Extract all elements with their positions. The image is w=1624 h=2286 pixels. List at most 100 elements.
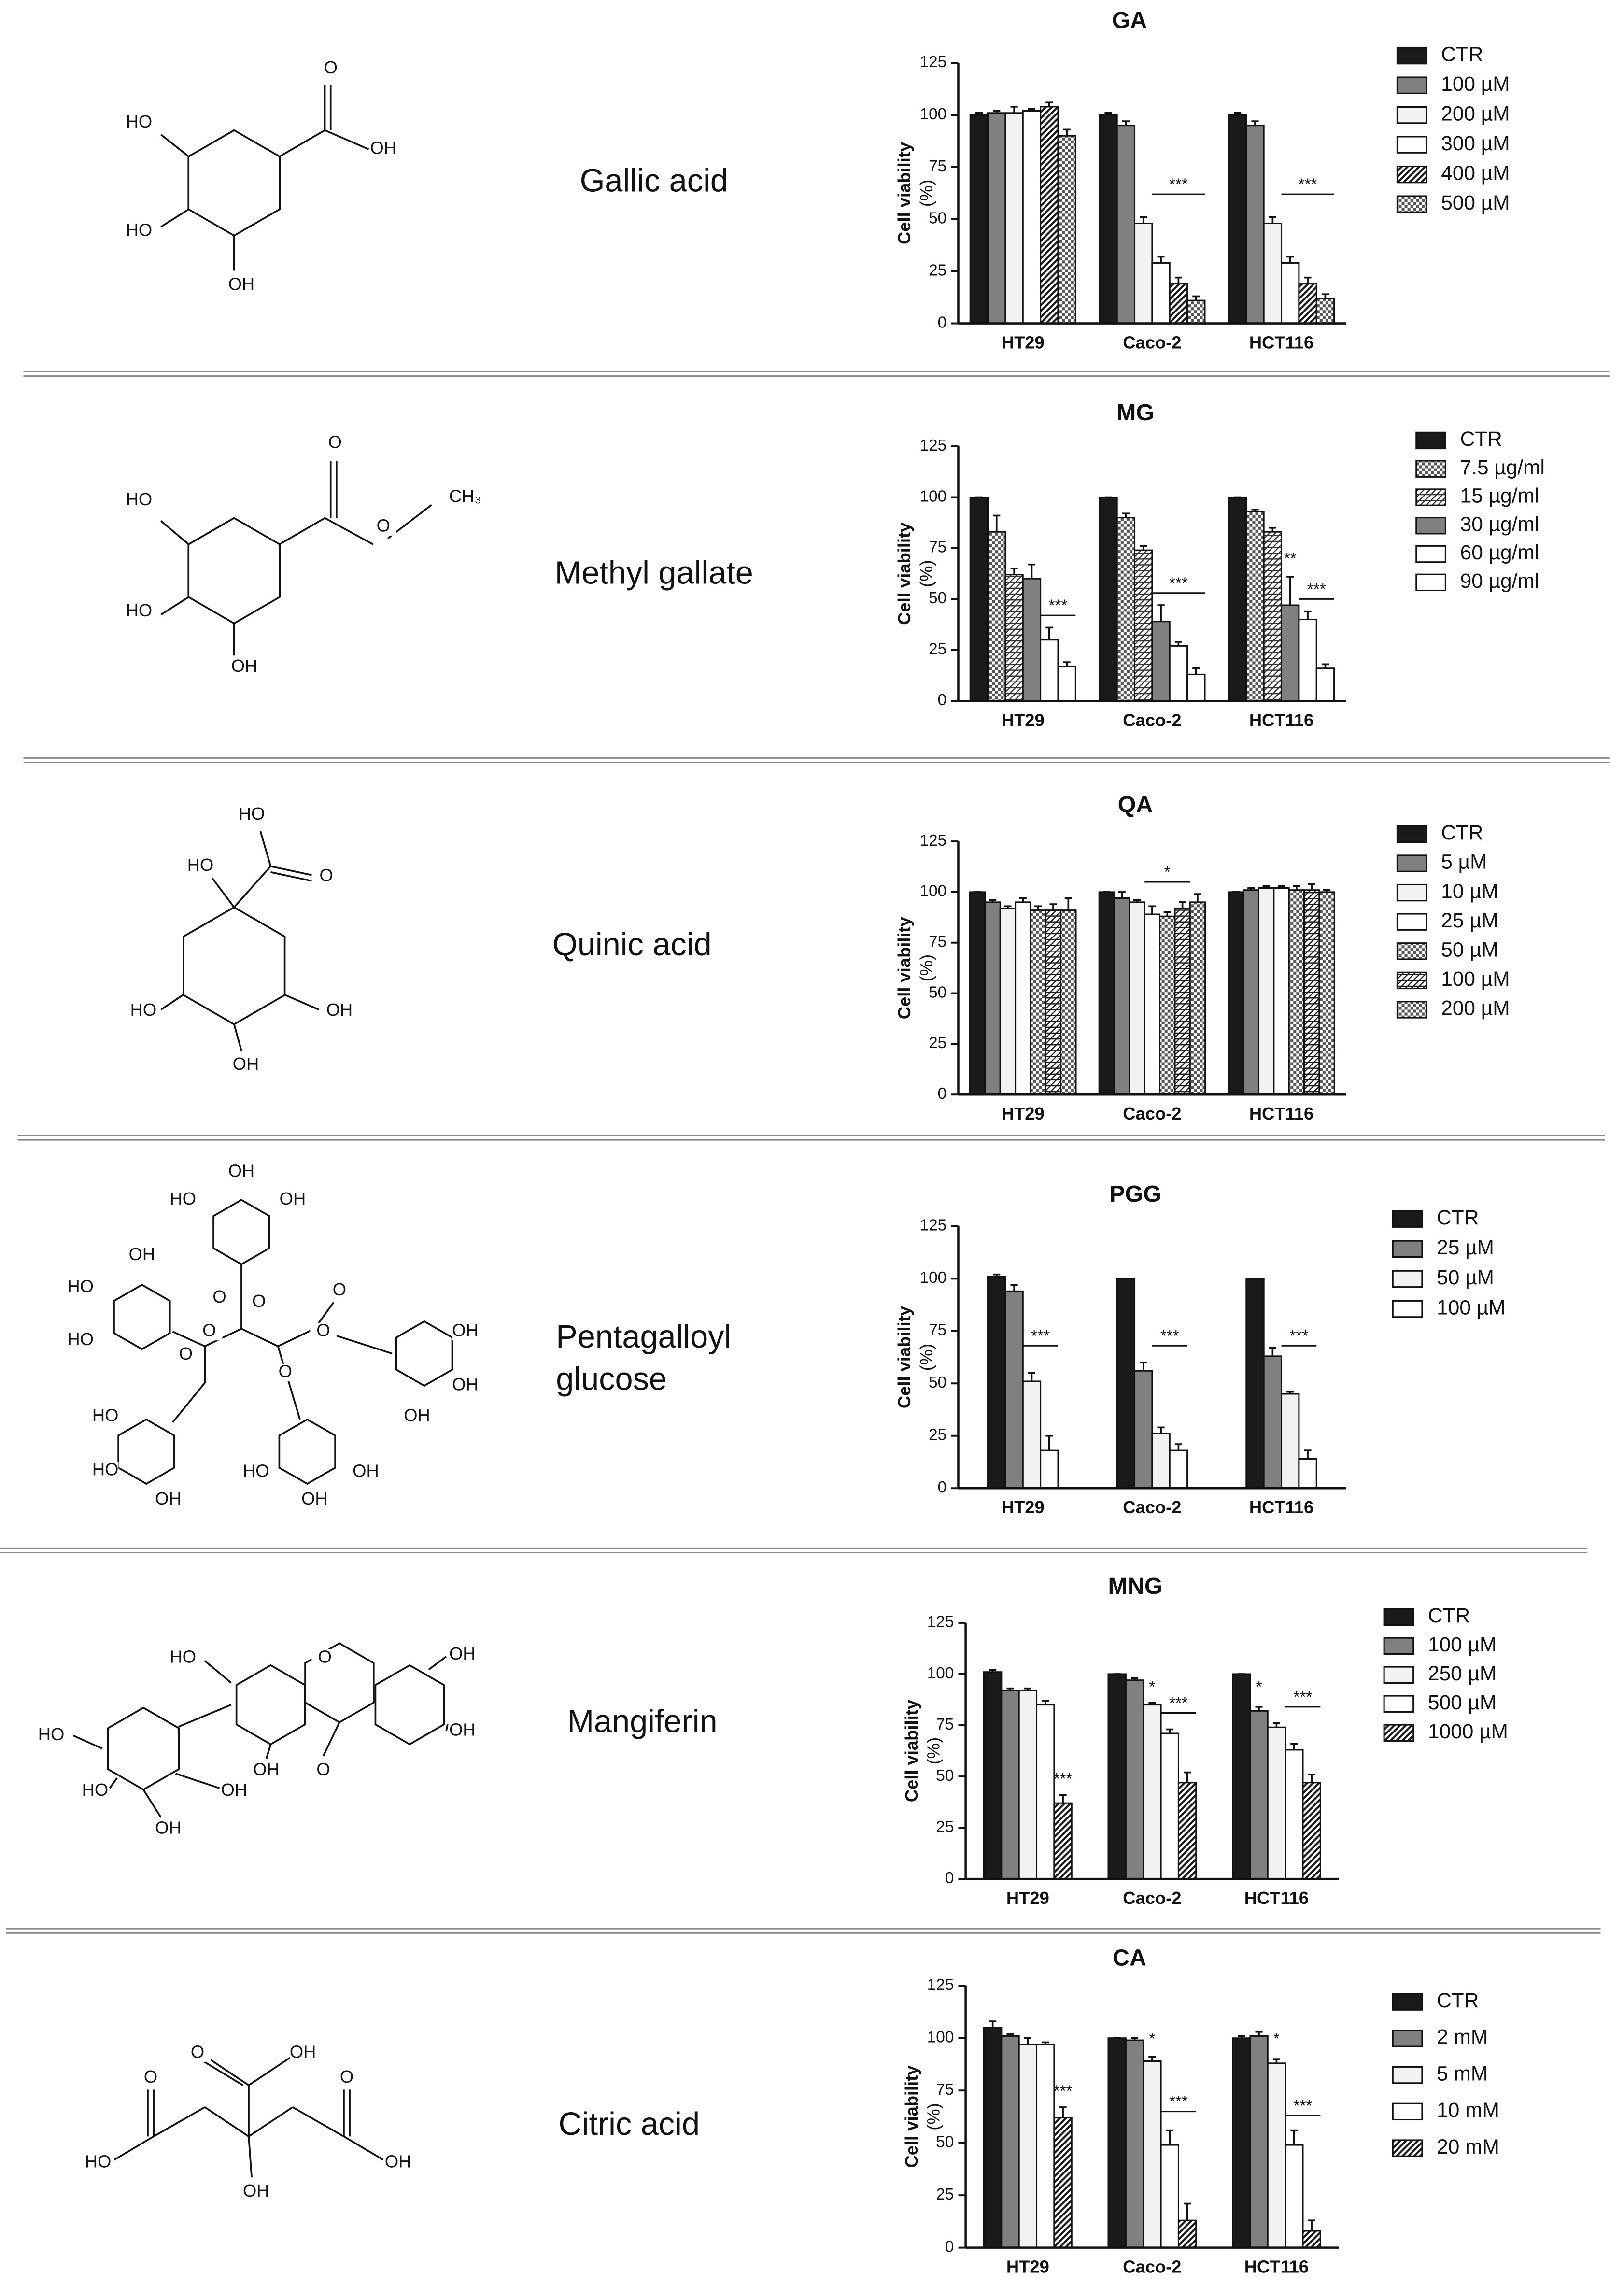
legend-swatch <box>1383 1608 1414 1626</box>
ring <box>374 1664 445 1746</box>
compound-name: Mangiferin <box>567 1704 717 1740</box>
y-axis-label: Cell viability <box>894 142 914 244</box>
label-bg <box>38 1727 65 1745</box>
y-tick-label: 100 <box>920 105 947 123</box>
legend-label: CTR <box>1441 821 1483 844</box>
label-bg <box>246 1293 272 1311</box>
bar <box>1159 915 1176 1095</box>
chart-title: QA <box>1118 792 1153 818</box>
bond <box>201 2059 243 2086</box>
bond <box>175 1773 220 1789</box>
structure: O OH HO HO OH <box>126 57 397 294</box>
label-bg <box>232 1056 259 1074</box>
bar <box>1177 1782 1197 1880</box>
legend-label: 500 µM <box>1441 191 1510 214</box>
atom-label: O <box>328 432 342 452</box>
legend-swatch <box>1396 46 1427 65</box>
bar <box>984 901 1001 1095</box>
atom-label: HO <box>82 1780 109 1800</box>
legend-label: CTR <box>1441 43 1483 65</box>
significance-label: *** <box>1160 1327 1179 1345</box>
x-tick-label: HCT116 <box>1249 1497 1313 1517</box>
atom-label: OH <box>404 1405 430 1425</box>
significance-label: * <box>1149 1678 1155 1696</box>
bond <box>160 596 189 616</box>
bar <box>1143 2060 1162 2249</box>
structure: O O CH₃ HO HO OH <box>126 432 481 676</box>
y-tick-label: 125 <box>920 832 947 850</box>
label-bg <box>370 140 397 158</box>
legend-swatch <box>1396 136 1427 154</box>
bar <box>1022 578 1042 702</box>
label-bg <box>126 491 153 510</box>
bar <box>987 531 1006 702</box>
label-bg <box>384 2154 411 2172</box>
significance-label: *** <box>1294 2097 1313 2115</box>
label-bg <box>310 1761 337 1780</box>
y-tick-label: 0 <box>945 2238 954 2256</box>
legend-label: 5 mM <box>1437 2062 1488 2085</box>
separators <box>0 371 1610 1934</box>
bar <box>1281 604 1300 702</box>
legend-swatch <box>1392 2066 1423 2084</box>
bar <box>983 1671 1003 1880</box>
legend-swatch <box>1392 1210 1423 1228</box>
legend-label: CTR <box>1437 1206 1479 1229</box>
legend-swatch <box>1415 517 1446 535</box>
bar <box>987 112 1006 325</box>
atom-label: O <box>318 1647 331 1666</box>
atom-label: O <box>252 1291 266 1311</box>
bond <box>204 2055 250 2086</box>
y-axis-unit: (%) <box>924 2103 944 2130</box>
atom-label: HO <box>85 2152 112 2172</box>
bar <box>1263 1355 1283 1489</box>
bond <box>204 2106 250 2137</box>
bond <box>270 871 312 882</box>
label-bg <box>353 1463 379 1481</box>
ring <box>107 1706 180 1791</box>
bond <box>265 1744 272 1760</box>
bond <box>160 134 189 157</box>
x-tick-label: HT29 <box>1006 2257 1049 2277</box>
atom-label: HO <box>38 1724 65 1744</box>
y-tick-label: 0 <box>938 1085 947 1103</box>
label-bg <box>169 1191 196 1209</box>
y-tick-label: 100 <box>920 487 947 505</box>
bar <box>1125 1679 1144 1880</box>
significance-label: *** <box>1169 176 1188 194</box>
bar <box>1318 891 1335 1095</box>
bar <box>1030 909 1046 1095</box>
bar <box>1315 667 1335 702</box>
legend-label: CTR <box>1428 1604 1470 1627</box>
y-axis-label: Cell viability <box>902 1699 921 1802</box>
atom-label: OH <box>129 1244 155 1264</box>
atom-label: CH₃ <box>449 486 481 506</box>
bar <box>1298 1458 1317 1489</box>
label-bg <box>187 857 214 875</box>
bond <box>153 2106 206 2137</box>
ring <box>117 1418 175 1485</box>
bar <box>1060 909 1077 1095</box>
atom-label: HO <box>67 1277 94 1296</box>
legend-swatch <box>1415 431 1446 450</box>
atom-label: HO <box>126 220 153 240</box>
bar <box>1267 1726 1286 1880</box>
significance-label: *** <box>1031 1327 1050 1345</box>
bar <box>969 114 989 325</box>
bond <box>142 1789 162 1818</box>
y-tick-label: 100 <box>927 2029 954 2046</box>
label-bg <box>126 222 153 240</box>
label-bg <box>126 603 153 621</box>
significance-label: ** <box>1284 550 1297 568</box>
y-tick-label: 25 <box>936 2186 954 2203</box>
bar <box>969 891 986 1095</box>
x-tick-label: Caco-2 <box>1123 1888 1181 1908</box>
x-tick-label: HT29 <box>1002 1104 1045 1123</box>
atom-label: OH <box>233 1054 259 1074</box>
bond <box>324 517 374 545</box>
significance-label: *** <box>1054 2083 1073 2101</box>
bar <box>1116 125 1136 325</box>
significance-label: * <box>1273 2030 1280 2048</box>
y-tick-label: 25 <box>929 1426 946 1444</box>
